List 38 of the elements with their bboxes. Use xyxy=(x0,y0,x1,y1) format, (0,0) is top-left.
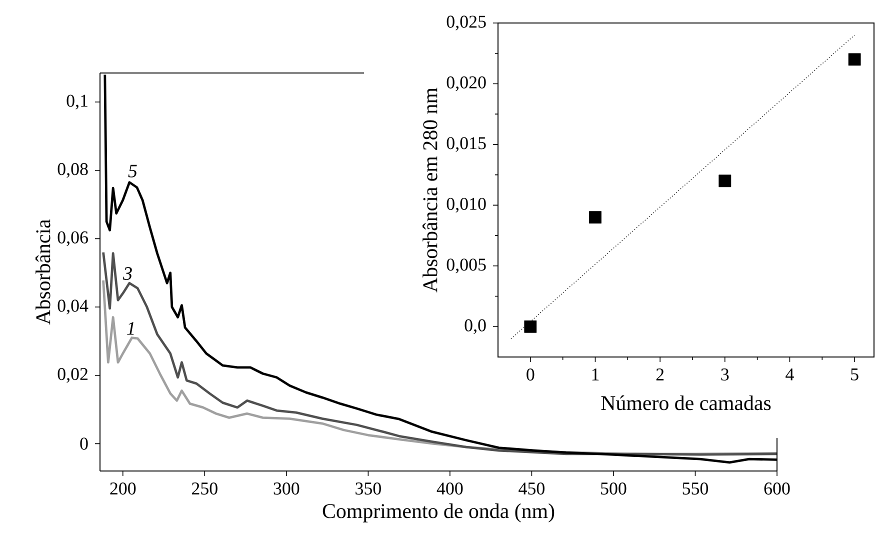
x-tick-label: 5 xyxy=(851,368,858,380)
annotation: 3 xyxy=(123,267,132,280)
y-tick-label: 0,015 xyxy=(446,137,486,152)
y-axis-title: Absorbância xyxy=(36,219,50,325)
x-tick-label: 200 xyxy=(110,482,136,495)
point xyxy=(848,53,861,66)
y-tick-label: 0,025 xyxy=(446,16,486,30)
point xyxy=(589,211,602,224)
y-tick-label: 0,020 xyxy=(446,76,486,92)
y-tick-label: 0,010 xyxy=(446,198,486,213)
annotation: 1 xyxy=(127,322,134,335)
x-tick-label: 600 xyxy=(764,482,790,495)
x-tick-label: 350 xyxy=(356,482,381,495)
x-tick-label: 4 xyxy=(786,368,794,380)
x-tick-label: 3 xyxy=(721,368,729,381)
y-axis-title: Absorbância em 280 nm xyxy=(422,88,438,292)
y-tick-label: 0,02 xyxy=(58,368,88,383)
y-tick-label: 0,06 xyxy=(58,231,88,246)
annotation: 5 xyxy=(128,164,137,178)
y-tick-label: 0,08 xyxy=(58,163,88,178)
x-axis-title: Número de camadas xyxy=(601,395,771,410)
x-tick-label: 500 xyxy=(601,482,626,495)
y-tick-label: 0,0 xyxy=(464,319,486,334)
x-tick-label: 300 xyxy=(274,482,300,495)
point xyxy=(524,320,537,333)
x-axis-title: Comprimento de onda (nm) xyxy=(322,503,554,522)
x-tick-label: 2 xyxy=(656,368,664,380)
x-tick-label: 1 xyxy=(592,368,599,380)
x-tick-label: 450 xyxy=(518,482,544,495)
x-tick-label: 250 xyxy=(192,482,218,495)
x-tick-label: 400 xyxy=(436,482,463,495)
y-tick-label: 0,04 xyxy=(58,300,88,314)
point xyxy=(718,174,732,188)
y-tick-label: 0,1 xyxy=(66,94,88,110)
x-tick-label: 0 xyxy=(526,368,534,381)
x-tick-label: 550 xyxy=(682,482,708,495)
y-tick-label: 0,005 xyxy=(446,258,486,274)
y-tick-label: 0 xyxy=(80,438,88,450)
